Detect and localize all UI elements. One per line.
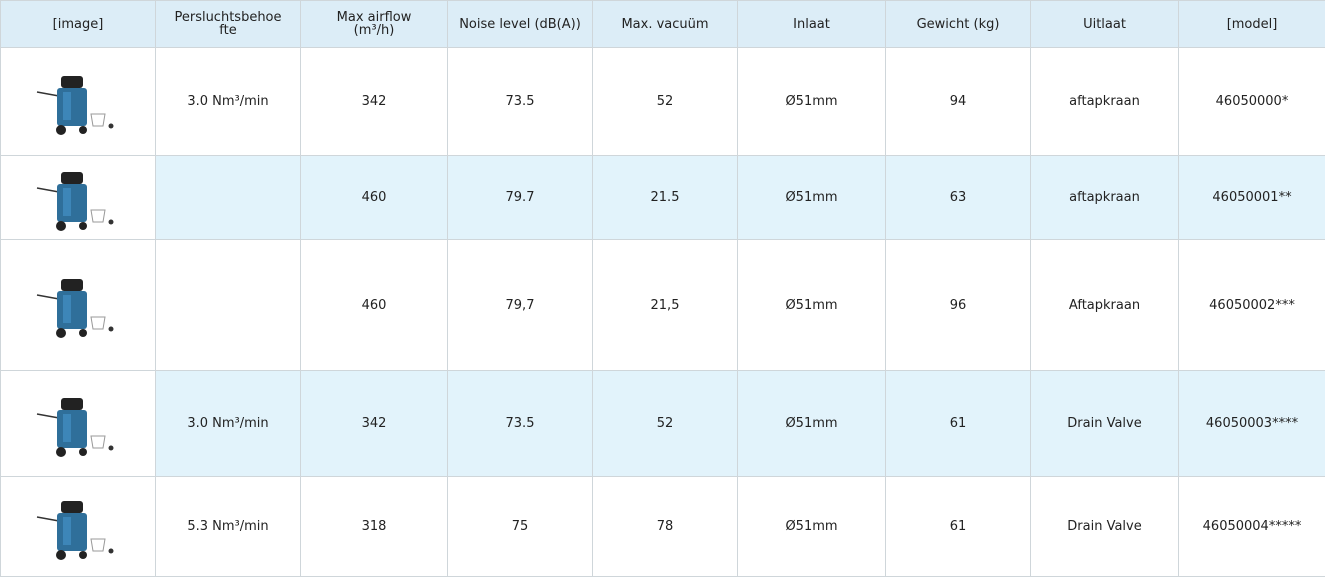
table-cell: Ø51mm <box>738 371 886 477</box>
table-cell: 21.5 <box>593 156 738 240</box>
header-row: [image] Persluchtsbehoefte Max airflow (m³… <box>1 1 1325 48</box>
product-image <box>33 384 123 464</box>
header-text: Uitlaat <box>1083 18 1126 31</box>
table-cell: 342 <box>301 371 448 477</box>
image-cell <box>1 477 156 577</box>
table-cell: 52 <box>593 371 738 477</box>
table-cell: Ø51mm <box>738 48 886 156</box>
product-image <box>33 487 123 567</box>
table-cell: 73.5 <box>448 371 593 477</box>
table-cell: 94 <box>886 48 1031 156</box>
table-cell: 3.0 Nm³/min <box>156 48 301 156</box>
table-cell: 79,7 <box>448 240 593 371</box>
table-cell: 3.0 Nm³/min <box>156 371 301 477</box>
table-cell: 46050003**** <box>1179 371 1325 477</box>
image-cell <box>1 48 156 156</box>
header-cell: Max airflow (m³/h) <box>301 1 448 48</box>
table-cell: Ø51mm <box>738 240 886 371</box>
header-cell: Noise level (dB(A)) <box>448 1 593 48</box>
product-image <box>33 265 123 345</box>
header-cell: Max. vacuüm <box>593 1 738 48</box>
table-cell: 460 <box>301 156 448 240</box>
table-cell: aftapkraan <box>1031 48 1179 156</box>
table-cell: 96 <box>886 240 1031 371</box>
image-cell <box>1 240 156 371</box>
header-cell: Persluchtsbehoefte <box>156 1 301 48</box>
header-cell: [image] <box>1 1 156 48</box>
table-cell: 318 <box>301 477 448 577</box>
header-cell: Inlaat <box>738 1 886 48</box>
header-text: [image] <box>53 18 104 31</box>
header-text: Max airflow (m³/h) <box>334 11 414 37</box>
table-cell: 46050000* <box>1179 48 1325 156</box>
table-cell: Ø51mm <box>738 477 886 577</box>
table-cell: 46050002*** <box>1179 240 1325 371</box>
header-cell: Gewicht (kg) <box>886 1 1031 48</box>
table-cell: 342 <box>301 48 448 156</box>
header-cell: [model] <box>1179 1 1325 48</box>
table-cell: 52 <box>593 48 738 156</box>
table-cell: 61 <box>886 477 1031 577</box>
table-cell: 78 <box>593 477 738 577</box>
table-cell: Ø51mm <box>738 156 886 240</box>
table-cell: 46050004***** <box>1179 477 1325 577</box>
product-image <box>33 62 123 142</box>
table-cell: 61 <box>886 371 1031 477</box>
header-text: Persluchtsbehoefte <box>173 11 283 37</box>
product-table: [image] Persluchtsbehoefte Max airflow (m³… <box>0 0 1325 577</box>
table-cell: Drain Valve <box>1031 371 1179 477</box>
table-cell: Drain Valve <box>1031 477 1179 577</box>
table-cell <box>156 156 301 240</box>
table-cell: 460 <box>301 240 448 371</box>
image-cell <box>1 156 156 240</box>
table-cell: 5.3 Nm³/min <box>156 477 301 577</box>
image-cell <box>1 371 156 477</box>
table-cell: 21,5 <box>593 240 738 371</box>
table-cell: 63 <box>886 156 1031 240</box>
table-cell: 73.5 <box>448 48 593 156</box>
header-text: Gewicht (kg) <box>917 18 1000 31</box>
header-cell: Uitlaat <box>1031 1 1179 48</box>
table-cell: Aftapkraan <box>1031 240 1179 371</box>
header-text: Noise level (dB(A)) <box>459 18 581 31</box>
header-text: Inlaat <box>793 18 830 31</box>
table-cell: 46050001** <box>1179 156 1325 240</box>
page: [image] Persluchtsbehoefte Max airflow (m³… <box>0 0 1325 578</box>
header-text: [model] <box>1227 18 1278 31</box>
table-cell: 79.7 <box>448 156 593 240</box>
header-text: Max. vacuüm <box>621 18 708 31</box>
table-cell <box>156 240 301 371</box>
product-image <box>33 158 123 238</box>
table-cell: 75 <box>448 477 593 577</box>
table-cell: aftapkraan <box>1031 156 1179 240</box>
